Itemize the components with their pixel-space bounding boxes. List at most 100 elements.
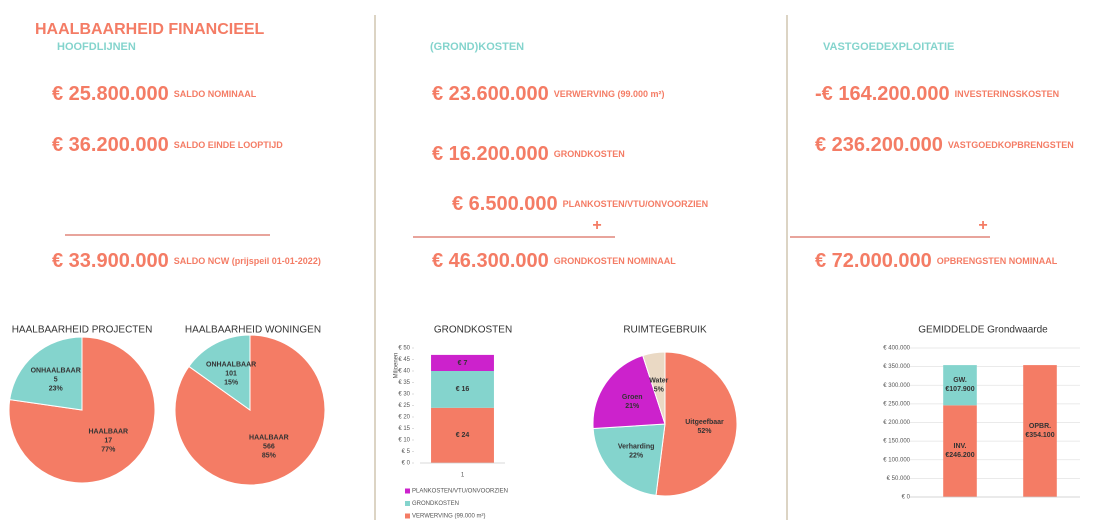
data-label: €246.200: [945, 452, 974, 459]
slice-label: HAALBAAR 566 85%: [249, 435, 289, 460]
legend-label: GRONDKOSTEN: [412, 501, 459, 507]
amount-label: SALDO EINDE LOOPTIJD: [174, 140, 284, 150]
section-heading: (GROND)KOSTEN: [430, 41, 524, 53]
amount-label: VERWERVING (99.000 m²): [554, 89, 665, 99]
amount: € 25.800.000: [52, 83, 169, 105]
y-tick-label: € 300.000: [883, 383, 910, 389]
bar-segment: [431, 371, 494, 408]
slice-label-line: 15%: [224, 379, 239, 386]
legend-label: VERWERVING (99.000 m²): [412, 514, 485, 520]
data-label: € 16: [456, 386, 470, 393]
pie-slice: [188, 334, 251, 411]
amount-label: PLANKOSTEN/VTU/ONVOORZIEN: [563, 199, 709, 209]
slice-label-line: Groen: [622, 394, 643, 401]
amount: € 72.000.000: [815, 250, 932, 272]
pie-slice: [592, 354, 666, 430]
amount-label: GRONDKOSTEN NOMINAAL: [554, 256, 676, 266]
y-tick-label: € 0: [902, 495, 911, 501]
slice-label-line: 101: [225, 370, 237, 377]
slice-label-line: 22%: [629, 452, 644, 459]
pie-slice: [642, 351, 666, 425]
amount-label: OPBRENGSTEN NOMINAAL: [937, 256, 1058, 266]
slice-label: Water 5%: [649, 377, 668, 393]
y-tick-label: € 400.000: [883, 346, 910, 352]
y-axis-label: Miljoenen: [394, 353, 400, 379]
chart-title: RUIMTEGEBRUIK: [623, 325, 707, 336]
legend-swatch: [405, 488, 410, 494]
slice-label-line: 17: [104, 437, 112, 444]
data-label: €354.100: [1025, 432, 1054, 439]
slice-label-line: 5%: [654, 386, 665, 393]
slice-label: ONHAALBAAR 101 15%: [206, 361, 256, 386]
y-tick-label: € 35: [398, 380, 410, 386]
operator: +: [592, 217, 601, 234]
segment-name: GW.: [953, 377, 967, 384]
pie-slice: [9, 336, 83, 411]
y-tick-label: € 200.000: [883, 420, 910, 426]
amount-line: € 236.200.000 VASTGOEDKOPBRENGSTEN: [815, 134, 1074, 156]
bar-segment: [431, 407, 494, 463]
pie-slice: [655, 351, 738, 497]
bar-segment: [1023, 365, 1057, 497]
y-tick-label: € 20: [398, 415, 410, 421]
amount-label: SALDO NCW (prijspeil 01-01-2022): [174, 256, 321, 266]
amount-line: € 36.200.000 SALDO EINDE LOOPTIJD: [52, 134, 283, 156]
amount: € 23.600.000: [432, 83, 549, 105]
slice-label: ONHAALBAAR 5 23%: [31, 368, 81, 393]
slice-label-line: 52%: [698, 428, 713, 435]
amount-line: € 23.600.000 VERWERVING (99.000 m²): [432, 83, 664, 105]
y-tick-label: € 50.000: [887, 476, 911, 482]
chart-title: HAALBAARHEID WONINGEN: [185, 325, 321, 336]
segment-name: INV.: [954, 443, 967, 450]
slice-label-line: 566: [263, 444, 275, 451]
amount-line: € 25.800.000 SALDO NOMINAAL: [52, 83, 257, 105]
slice-label-line: HAALBAAR: [88, 428, 128, 435]
slice-label-line: 5: [54, 377, 58, 384]
slice-label-line: ONHAALBAAR: [31, 368, 81, 375]
amount-line: € 16.200.000 GRONDKOSTEN: [432, 143, 625, 165]
slice-label-line: Verharding: [618, 443, 655, 450]
slice-label-line: Uitgeefbaar: [685, 419, 724, 426]
segment-name: OPBR.: [1029, 423, 1051, 430]
amount-label: VASTGOEDKOPBRENGSTEN: [948, 140, 1074, 150]
amount-label: GRONDKOSTEN: [554, 149, 625, 159]
data-label: € 7: [458, 360, 468, 367]
data-label: €107.900: [945, 386, 974, 393]
amount-line: € 46.300.000 GRONDKOSTEN NOMINAAL: [432, 250, 676, 272]
y-tick-label: € 40: [398, 369, 410, 375]
x-tick-label: 1: [461, 473, 465, 479]
slice-label-line: ONHAALBAAR: [206, 361, 256, 368]
amount-line: € 33.900.000 SALDO NCW (prijspeil 01-01-2…: [52, 250, 321, 272]
chart-title: GEMIDDELDE Grondwaarde: [918, 325, 1048, 336]
amount: € 6.500.000: [452, 193, 558, 215]
amount: € 33.900.000: [52, 250, 169, 272]
amount: -€ 164.200.000: [815, 83, 950, 105]
section-heading: VASTGOEDEXPLOITATIE: [823, 41, 954, 53]
y-tick-label: € 15: [398, 426, 410, 432]
amount: € 46.300.000: [432, 250, 549, 272]
data-label: € 24: [456, 432, 470, 439]
slice-label-line: 21%: [625, 403, 640, 410]
page-title: HAALBAARHEID FINANCIEEL: [35, 21, 265, 38]
slice-label-line: Water: [649, 377, 668, 384]
bar-segment: [431, 354, 494, 371]
slice-label-line: 23%: [49, 386, 64, 393]
operator: +: [978, 217, 987, 234]
y-tick-label: € 150.000: [883, 439, 910, 445]
legend-swatch: [405, 501, 410, 506]
slice-label-line: HAALBAAR: [249, 435, 289, 442]
y-tick-label: € 50: [398, 346, 410, 352]
amount: € 236.200.000: [815, 134, 943, 156]
slice-label-line: 77%: [101, 446, 116, 453]
legend-label: PLANKOSTEN/VTU/ONVOORZIEN: [412, 489, 508, 495]
y-tick-label: € 100.000: [883, 457, 910, 463]
slice-label: Verharding 22%: [618, 443, 655, 459]
slice-label: Uitgeefbaar 52%: [685, 419, 724, 435]
amount-label: SALDO NOMINAAL: [174, 89, 257, 99]
amount: € 16.200.000: [432, 143, 549, 165]
amount-line: € 72.000.000 OPBRENGSTEN NOMINAAL: [815, 250, 1058, 272]
y-tick-label: € 350.000: [883, 364, 910, 370]
slice-label: HAALBAAR 17 77%: [88, 428, 128, 453]
amount-line: € 6.500.000 PLANKOSTEN/VTU/ONVOORZIEN: [452, 193, 708, 215]
